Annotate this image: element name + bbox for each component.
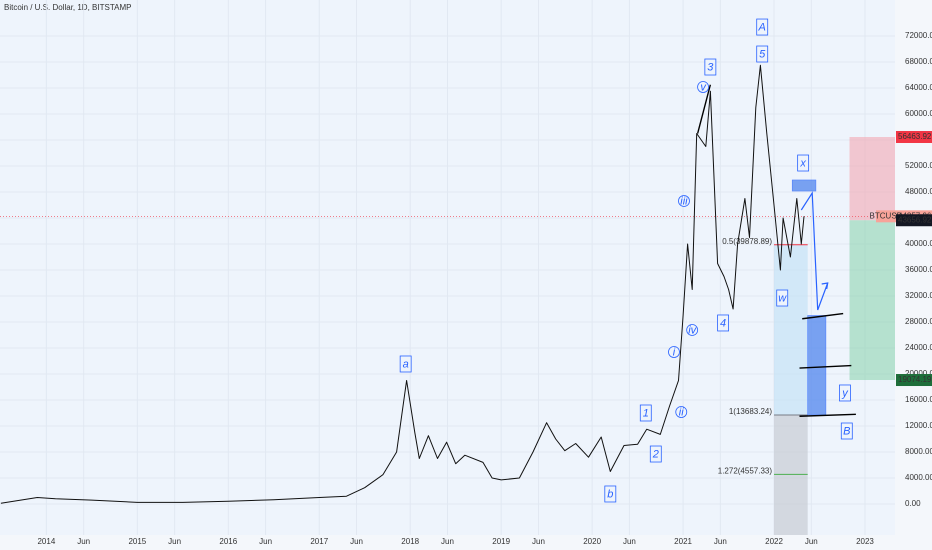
trend-line xyxy=(696,84,712,134)
y-tick-label: 36000.00 xyxy=(905,265,932,274)
wave-label-box xyxy=(797,154,810,172)
wave-label: iv xyxy=(688,324,697,336)
target-zone xyxy=(849,220,895,381)
wave-label: y xyxy=(841,387,849,399)
chart-title: Bitcoin / U.S. Dollar, 1D, BITSTAMP xyxy=(4,3,131,12)
x-tick-label: Jun xyxy=(168,537,181,546)
y-tick-label: 12000.00 xyxy=(905,421,932,430)
wave-label-box xyxy=(649,445,662,463)
wave-label: ii xyxy=(679,406,684,418)
symbol-tag xyxy=(876,210,896,223)
projection-box xyxy=(791,179,817,192)
price-series xyxy=(0,64,805,504)
x-tick-label: Jun xyxy=(805,537,818,546)
wave-label-box xyxy=(704,58,717,76)
wave-label-circle xyxy=(686,324,699,336)
y-tick-label: 0.00 xyxy=(905,499,921,508)
x-tick-label: Jun xyxy=(441,537,454,546)
x-tick-label: 2019 xyxy=(492,537,510,546)
y-tick-label: 16000.00 xyxy=(905,395,932,404)
price-tag xyxy=(896,130,932,143)
y-tick-label: 20000.00 xyxy=(905,369,932,378)
x-tick-label: Jun xyxy=(532,537,545,546)
wave-label-box xyxy=(756,18,769,36)
wave-label: A xyxy=(758,21,766,33)
price-tag-label: 56463.92 xyxy=(898,132,932,141)
wave-label: v xyxy=(700,81,707,93)
x-tick-label: 2021 xyxy=(674,537,692,546)
fib-zone xyxy=(774,415,808,535)
y-tick-label: 72000.00 xyxy=(905,31,932,40)
wave-label-box xyxy=(840,422,853,440)
wave-label: 2 xyxy=(652,448,659,460)
y-tick-label: 4000.00 xyxy=(905,473,932,482)
wave-label: i xyxy=(673,346,676,358)
x-tick-label: Jun xyxy=(259,537,272,546)
projection-box xyxy=(807,315,827,416)
trend-line xyxy=(802,312,844,320)
x-tick-label: Jun xyxy=(623,537,636,546)
wave-label: w xyxy=(778,292,787,304)
x-tick-label: 2014 xyxy=(37,537,55,546)
x-tick-label: 2022 xyxy=(765,537,783,546)
wave-label-box xyxy=(717,314,729,332)
wave-label-circle xyxy=(697,81,709,93)
trend-line xyxy=(799,364,852,369)
x-axis-panel xyxy=(0,535,895,550)
wave-label: 4 xyxy=(720,317,726,329)
fib-label: 1.272(4557.33) xyxy=(718,466,773,475)
price-tag-label: 19074.19 xyxy=(898,375,932,384)
trend-line xyxy=(799,413,856,417)
wave-label: 5 xyxy=(759,48,766,60)
y-tick-label: 68000.00 xyxy=(905,57,932,66)
y-tick-label: 60000.00 xyxy=(905,109,932,118)
price-tag-label: 43656.92 xyxy=(898,215,932,224)
y-tick-label: 32000.00 xyxy=(905,291,932,300)
y-tick-label: 8000.00 xyxy=(905,447,932,456)
wave-label: x xyxy=(799,157,806,169)
x-tick-label: 2020 xyxy=(583,537,601,546)
wave-label: a xyxy=(403,358,409,370)
fib-zone xyxy=(774,244,808,416)
wave-label-box xyxy=(399,355,412,373)
wave-label-box xyxy=(639,404,652,422)
price-tag xyxy=(896,374,932,387)
wave-label-circle xyxy=(668,346,680,358)
wave-label-box xyxy=(839,384,851,402)
projection-arrow xyxy=(800,191,829,311)
fib-label: 0.5(39878.89) xyxy=(722,237,772,246)
price-tag xyxy=(896,214,932,227)
x-tick-label: 2018 xyxy=(401,537,419,546)
wave-label-box xyxy=(604,485,617,503)
arrow-head xyxy=(821,282,829,290)
y-tick-label: 52000.00 xyxy=(905,161,932,170)
y-tick-label: 48000.00 xyxy=(905,187,932,196)
x-tick-label: Jun xyxy=(714,537,727,546)
y-axis-panel xyxy=(895,0,932,550)
y-tick-label: 24000.00 xyxy=(905,343,932,352)
stop-zone xyxy=(849,136,895,221)
wave-label: iii xyxy=(680,195,688,207)
x-tick-label: 2023 xyxy=(856,537,874,546)
x-tick-label: Jun xyxy=(77,537,90,546)
y-tick-label: 64000.00 xyxy=(905,83,932,92)
x-tick-label: 2017 xyxy=(310,537,328,546)
wave-label-box xyxy=(776,289,789,307)
wave-label-box xyxy=(756,45,769,63)
x-tick-label: 2015 xyxy=(128,537,146,546)
y-tick-label: 28000.00 xyxy=(905,317,932,326)
wave-label: b xyxy=(607,488,613,500)
wave-label: 3 xyxy=(707,61,714,73)
x-tick-label: 2016 xyxy=(219,537,237,546)
wave-label: 1 xyxy=(643,407,649,419)
x-tick-label: Jun xyxy=(350,537,363,546)
wave-label-circle xyxy=(678,195,690,207)
y-tick-label: 40000.00 xyxy=(905,239,932,248)
fib-label: 1(13683.24) xyxy=(729,407,772,416)
wave-label-circle xyxy=(675,406,688,418)
symbol-tag-label: BTCUSD xyxy=(870,211,903,220)
wave-label: B xyxy=(843,425,850,437)
